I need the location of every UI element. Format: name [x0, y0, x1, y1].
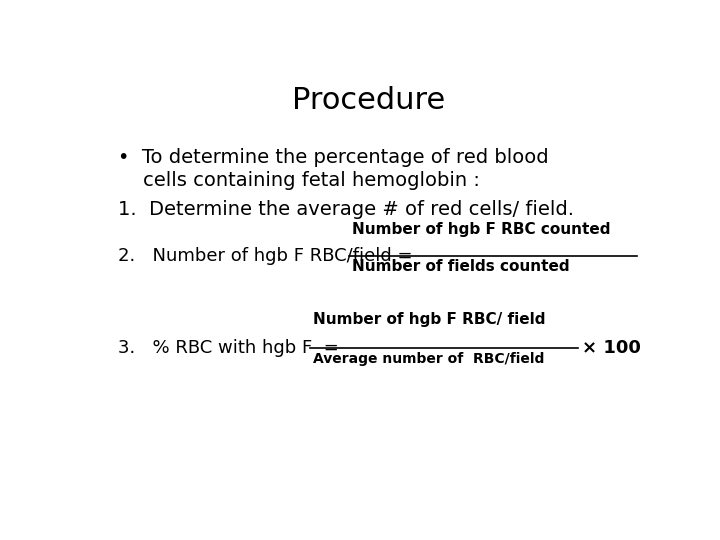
- Text: Number of hgb F RBC counted: Number of hgb F RBC counted: [352, 222, 611, 238]
- Text: •  To determine the percentage of red blood: • To determine the percentage of red blo…: [118, 148, 549, 167]
- Text: Average number of  RBC/field: Average number of RBC/field: [313, 352, 544, 366]
- Text: Number of hgb F RBC/ field: Number of hgb F RBC/ field: [313, 312, 546, 327]
- Text: 1.  Determine the average # of red cells/ field.: 1. Determine the average # of red cells/…: [118, 200, 574, 219]
- Text: cells containing fetal hemoglobin :: cells containing fetal hemoglobin :: [118, 171, 480, 190]
- Text: Number of fields counted: Number of fields counted: [352, 259, 570, 274]
- Text: 2.   Number of hgb F RBC/field =: 2. Number of hgb F RBC/field =: [118, 247, 413, 265]
- Text: 3.   % RBC with hgb F  =: 3. % RBC with hgb F =: [118, 339, 338, 356]
- Text: Procedure: Procedure: [292, 85, 446, 114]
- Text: × 100: × 100: [582, 339, 641, 356]
